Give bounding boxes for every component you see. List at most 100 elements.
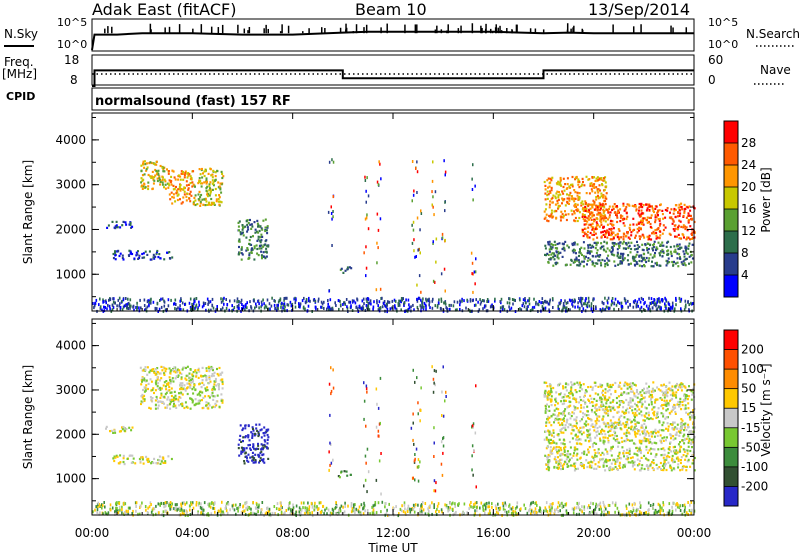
echo-cell: [634, 428, 637, 431]
echo-cell: [152, 387, 155, 390]
echo-cell: [672, 264, 675, 267]
echo-cell: [205, 401, 208, 404]
echo-cell: [122, 298, 125, 302]
echo-cell: [193, 384, 196, 387]
echo-cell: [571, 213, 574, 216]
echo-cell: [154, 399, 157, 402]
freq-unit: [MHz]: [2, 67, 37, 81]
echo-cell: [596, 227, 598, 230]
echo-cell: [373, 512, 376, 516]
echo-cell: [624, 463, 627, 466]
echo-cell: [365, 297, 368, 301]
echo-cell: [578, 438, 581, 441]
echo-cell: [473, 303, 476, 307]
echo-cell: [161, 369, 164, 372]
echo-cell: [639, 215, 642, 218]
echo-cell: [618, 453, 621, 456]
echo-cell: [575, 258, 578, 261]
echo-cell: [159, 462, 162, 465]
echo-cell: [335, 304, 337, 307]
echo-cell: [583, 214, 586, 217]
echo-cell: [645, 464, 648, 467]
echo-cell: [564, 210, 566, 213]
echo-cell: [205, 367, 208, 370]
echo-cell: [178, 186, 181, 189]
echo-cell: [664, 305, 667, 308]
echo-cell: [208, 183, 211, 186]
echo-cell: [685, 437, 688, 440]
echo-cell: [621, 440, 624, 443]
echo-cell: [692, 409, 694, 412]
echo-cell: [555, 217, 558, 220]
echo-cell: [475, 298, 477, 302]
echo-cell: [608, 469, 611, 472]
echo-cell: [263, 443, 266, 446]
echo-cell: [685, 249, 687, 252]
echo-cell: [640, 456, 643, 459]
echo-cell: [608, 249, 611, 252]
echo-cell: [638, 297, 640, 301]
echo-cell: [557, 180, 560, 183]
echo-cell: [181, 393, 184, 396]
echo-cell: [219, 182, 222, 185]
echo-cell: [651, 232, 653, 235]
echo-cell: [570, 414, 573, 418]
echo-cell: [560, 215, 563, 219]
echo-cell: [215, 200, 218, 203]
echo-cell: [620, 252, 622, 255]
echo-cell: [675, 296, 677, 300]
echo-cell: [145, 169, 148, 172]
echo-cell: [640, 405, 643, 408]
echo-cell: [204, 204, 207, 207]
echo-cell: [665, 259, 668, 262]
echo-cell: [634, 433, 637, 436]
echo-cell: [259, 225, 262, 228]
echo-cell: [667, 249, 670, 252]
echo-cell: [256, 239, 259, 242]
echo-cell: [692, 421, 695, 424]
echo-cell: [611, 205, 614, 208]
echo-cell: [489, 305, 492, 309]
echo-cell: [569, 446, 572, 449]
echo-cell: [170, 175, 173, 178]
echo-cell: [650, 435, 653, 438]
echo-cell: [633, 248, 636, 251]
echo-cell: [591, 388, 594, 391]
echo-cell: [558, 181, 561, 184]
echo-cell: [220, 378, 223, 381]
echo-cell: [563, 393, 566, 396]
echo-cell: [209, 380, 212, 383]
echo-cell: [553, 258, 556, 261]
echo-cell: [155, 160, 158, 163]
echo-cell: [557, 205, 560, 208]
echo-cell: [679, 402, 682, 406]
echo-cell: [602, 208, 605, 212]
echo-cell: [204, 387, 207, 390]
echo-cell: [646, 458, 649, 461]
echo-cell: [602, 179, 605, 182]
echo-cell: [217, 181, 220, 184]
echo-cell: [594, 406, 597, 409]
echo-cell: [674, 227, 677, 230]
nave-tick-60: 60: [708, 53, 723, 67]
echo-cell: [680, 456, 683, 459]
echo-cell: [243, 447, 246, 450]
echo-cell: [628, 226, 631, 229]
echo-cell: [651, 247, 654, 250]
echo-cell: [624, 208, 627, 211]
echo-cell: [217, 385, 220, 388]
echo-cell: [603, 217, 606, 220]
echo-cell: [558, 204, 561, 207]
echo-cell: [584, 302, 586, 306]
echo-cell: [613, 427, 616, 430]
echo-cell: [547, 459, 550, 462]
echo-cell: [661, 232, 664, 235]
echo-cell: [557, 194, 560, 197]
echo-cell: [602, 415, 605, 418]
echo-cell: [610, 447, 613, 450]
echo-cell: [112, 457, 115, 460]
echo-cell: [560, 468, 562, 471]
echo-cell: [189, 376, 192, 379]
echo-cell: [160, 305, 163, 309]
